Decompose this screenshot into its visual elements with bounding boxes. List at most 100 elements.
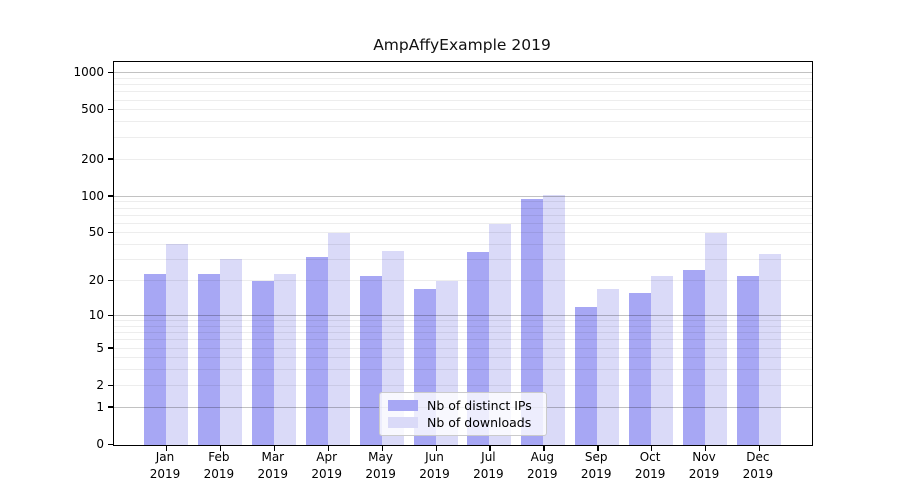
y-tick-2 <box>108 384 113 386</box>
y-tick-50 <box>108 232 113 234</box>
y-tick-label-2: 2 <box>96 377 104 392</box>
y-tick-label-1: 1 <box>96 399 104 414</box>
legend-swatch-downloads <box>388 417 418 428</box>
gridline-y-100 <box>114 195 812 197</box>
y-tick-label-20: 20 <box>88 273 104 288</box>
x-label-year: 2019 <box>365 467 396 481</box>
x-label-sep: Sep 2019 <box>581 449 612 483</box>
plot-area: Nb of distinct IPs Nb of downloads <box>108 61 813 451</box>
bar-ips-feb <box>197 273 220 445</box>
y-tick-200 <box>108 158 113 160</box>
x-label-month: Oct <box>639 450 661 464</box>
bar-downloads-aug <box>543 195 566 445</box>
y-tick-label-100: 100 <box>81 188 104 203</box>
y-axis: 0 1 2 5 10 20 50 100 200 500 1000 <box>0 61 104 451</box>
x-label-month: Jul <box>481 450 496 464</box>
bar-downloads-dec <box>758 253 781 445</box>
x-label-year: 2019 <box>580 467 612 481</box>
x-label-month: Mar <box>261 450 285 464</box>
x-label-month: Jun <box>425 450 444 464</box>
x-label-month: Dec <box>746 450 770 464</box>
bar-ips-may <box>359 276 382 445</box>
x-tick-oct <box>651 446 653 451</box>
chart-title: AmpAffyExample 2019 <box>373 36 551 54</box>
bar-downloads-jul <box>489 223 512 445</box>
x-label-year: 2019 <box>634 467 666 481</box>
x-label-month: Aug <box>530 450 555 464</box>
x-label-dec: Dec 2019 <box>743 449 774 483</box>
bar-ips-aug <box>521 199 544 445</box>
x-label-year: 2019 <box>473 467 504 481</box>
x-label-year: 2019 <box>203 467 235 481</box>
x-label-jun: Jun 2019 <box>419 449 450 483</box>
x-label-nov: Nov 2019 <box>689 449 720 483</box>
x-tick-apr <box>327 446 330 451</box>
legend-label-ips: Nb of distinct IPs <box>427 398 532 413</box>
bar-ips-jan <box>144 273 166 445</box>
gridline-y-80 <box>114 207 812 209</box>
gridline-y-300 <box>114 136 812 138</box>
y-tick-label-10: 10 <box>88 307 104 322</box>
legend-label-downloads: Nb of downloads <box>427 415 532 430</box>
bar-downloads-nov <box>705 233 727 445</box>
y-tick-1 <box>108 406 113 408</box>
gridline-y-200 <box>114 158 812 160</box>
y-tick-label-500: 500 <box>81 102 104 117</box>
y-tick-10 <box>108 314 113 316</box>
x-axis: Jan 2019 Feb 2019 Mar 2019 Apr 2019 May 2019 Jun 20… <box>113 449 811 489</box>
x-tick-mar <box>273 446 276 451</box>
x-tick-sep <box>597 446 599 451</box>
bar-downloads-sep <box>597 289 620 445</box>
legend-item-downloads: Nb of downloads <box>388 414 546 431</box>
bar-ips-nov <box>683 269 705 445</box>
y-tick-100 <box>108 195 113 197</box>
legend: Nb of distinct IPs Nb of downloads <box>379 392 547 436</box>
y-tick-1000 <box>108 71 113 74</box>
gridline-y-90 <box>114 201 812 203</box>
x-label-feb: Feb 2019 <box>204 449 235 483</box>
x-tick-jun <box>435 446 437 451</box>
x-label-year: 2019 <box>742 467 774 481</box>
x-label-month: Feb <box>208 450 230 464</box>
x-label-mar: Mar 2019 <box>258 449 289 483</box>
x-label-apr: Apr 2019 <box>311 449 342 483</box>
x-label-may: May 2019 <box>365 449 396 483</box>
x-tick-may <box>381 446 383 451</box>
x-label-oct: Oct 2019 <box>635 449 666 483</box>
x-label-year: 2019 <box>527 467 558 481</box>
x-label-month: Jan <box>155 450 175 464</box>
x-label-aug: Aug 2019 <box>527 449 558 483</box>
x-label-month: Sep <box>584 450 608 464</box>
bar-ips-dec <box>736 276 759 445</box>
gridline-y-400 <box>114 121 812 123</box>
x-label-month: Apr <box>316 450 338 464</box>
x-label-month: Nov <box>692 450 716 464</box>
x-label-jan: Jan 2019 <box>150 449 181 483</box>
bar-ips-oct <box>629 292 652 445</box>
y-tick-20 <box>108 279 113 282</box>
legend-swatch-ips <box>388 400 418 411</box>
bar-downloads-oct <box>651 276 674 445</box>
bar-downloads-feb <box>219 258 242 445</box>
legend-item-ips: Nb of distinct IPs <box>388 397 546 414</box>
bar-downloads-apr <box>327 233 350 445</box>
x-tick-jul <box>489 446 491 451</box>
x-label-year: 2019 <box>257 467 289 481</box>
x-label-year: 2019 <box>149 467 181 481</box>
bar-downloads-mar <box>273 273 296 445</box>
gridline-y-500 <box>114 109 812 111</box>
x-label-year: 2019 <box>688 467 720 481</box>
x-label-month: May <box>368 450 393 464</box>
y-tick-label-50: 50 <box>88 225 104 240</box>
gridline-y-1000 <box>114 72 812 74</box>
x-label-year: 2019 <box>419 467 450 481</box>
bar-ips-apr <box>305 256 328 445</box>
y-tick-label-200: 200 <box>81 151 104 166</box>
x-label-year: 2019 <box>311 467 342 481</box>
bar-downloads-jan <box>166 243 188 445</box>
x-tick-aug <box>543 446 545 451</box>
x-tick-dec <box>758 446 761 451</box>
y-tick-label-1000: 1000 <box>73 65 104 80</box>
gridline-y-700 <box>114 91 812 93</box>
